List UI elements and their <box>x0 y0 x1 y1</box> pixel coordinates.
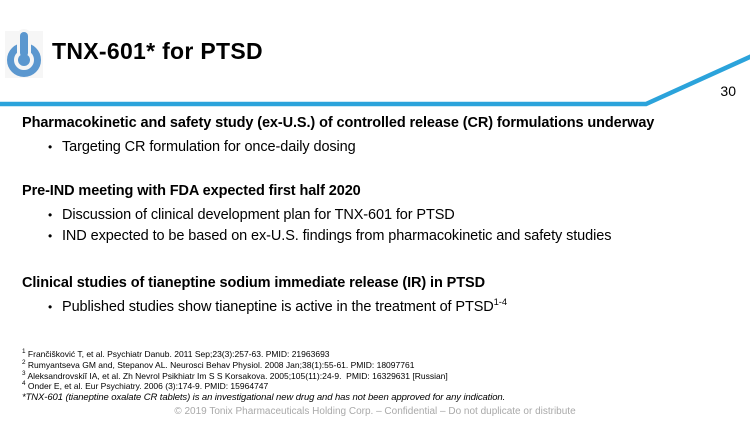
section-pre-ind-meeting: Pre-IND meeting with FDA expected first … <box>22 182 736 247</box>
bullet-dot-icon: • <box>48 140 53 154</box>
section-clinical-studies: Clinical studies of tianeptine sodium im… <box>22 274 736 318</box>
tonix-power-button-logo-icon <box>5 31 43 78</box>
footnote-4: 4 Onder E, et al. Eur Psychiatry. 2006 (… <box>22 381 448 392</box>
bullet-item: • Targeting CR formulation for once-daily… <box>48 137 736 158</box>
slide-body: Pharmacokinetic and safety study (ex-U.S… <box>22 114 736 318</box>
bullet-text: Published studies show tianeptine is act… <box>62 299 494 315</box>
section-heading: Clinical studies of tianeptine sodium im… <box>22 275 485 291</box>
footnote-number: 3 <box>22 369 26 377</box>
section-heading: Pre-IND meeting with FDA expected first … <box>22 183 361 199</box>
bullet-item: • Published studies show tianeptine is ac… <box>48 297 736 318</box>
bullet-list: • Targeting CR formulation for once-daily… <box>22 137 736 158</box>
bullet-superscript: 1-4 <box>493 296 507 308</box>
bullet-text: Targeting CR formulation for once-daily … <box>62 139 356 155</box>
footnote-1: 1 Frančišković T, et al. Psychiatr Danub… <box>22 348 448 360</box>
footnote-number: 2 <box>22 358 26 366</box>
footnote-text: Frančišković T, et al. Psychiatr Danub. … <box>27 349 330 359</box>
section-heading: Pharmacokinetic and safety study (ex-U.S… <box>22 115 655 131</box>
slide-title: TNX-601* for PTSD <box>52 38 263 64</box>
bullet-text: IND expected to be based on ex-U.S. find… <box>62 228 612 244</box>
bullet-list: • Discussion of clinical development plan… <box>22 205 736 247</box>
bullet-dot-icon: • <box>48 300 53 314</box>
bullet-dot-icon: • <box>48 208 53 222</box>
footnote-text: Rumyantseva GM and, Stepanov AL. Neurosc… <box>27 359 415 370</box>
bullet-item: • IND expected to be based on ex-U.S. fin… <box>48 226 736 247</box>
footnote-number: 1 <box>22 348 26 356</box>
footnotes: 1 Frančišković T, et al. Psychiatr Danub… <box>22 348 448 392</box>
footnote-3: 3 Aleksandrovskiĭ IA, et al. Zh Nevrol P… <box>22 369 448 382</box>
bullet-dot-icon: • <box>48 229 53 243</box>
bullet-item: • Discussion of clinical development plan… <box>48 205 736 226</box>
footnote-2: 2 Rumyantseva GM and, Stepanov AL. Neuro… <box>22 358 448 371</box>
footnote-text: Onder E, et al. Eur Psychiatry. 2006 (3)… <box>27 381 269 392</box>
section-pharmacokinetic-study: Pharmacokinetic and safety study (ex-U.S… <box>22 114 736 158</box>
investigational-drug-disclaimer: *TNX-601 (tianeptine oxalate CR tablets)… <box>22 392 506 403</box>
logo-dot <box>18 54 30 66</box>
footnote-text: Aleksandrovskiĭ IA, et al. Zh Nevrol Psi… <box>27 370 448 381</box>
bullet-text: Discussion of clinical development plan … <box>62 207 455 223</box>
copyright-footer: © 2019 Tonix Pharmaceuticals Holding Cor… <box>174 406 576 417</box>
logo-stem <box>20 32 28 57</box>
page-number: 30 <box>720 83 736 99</box>
bullet-list: • Published studies show tianeptine is ac… <box>22 297 736 318</box>
footnote-number: 4 <box>22 380 26 388</box>
